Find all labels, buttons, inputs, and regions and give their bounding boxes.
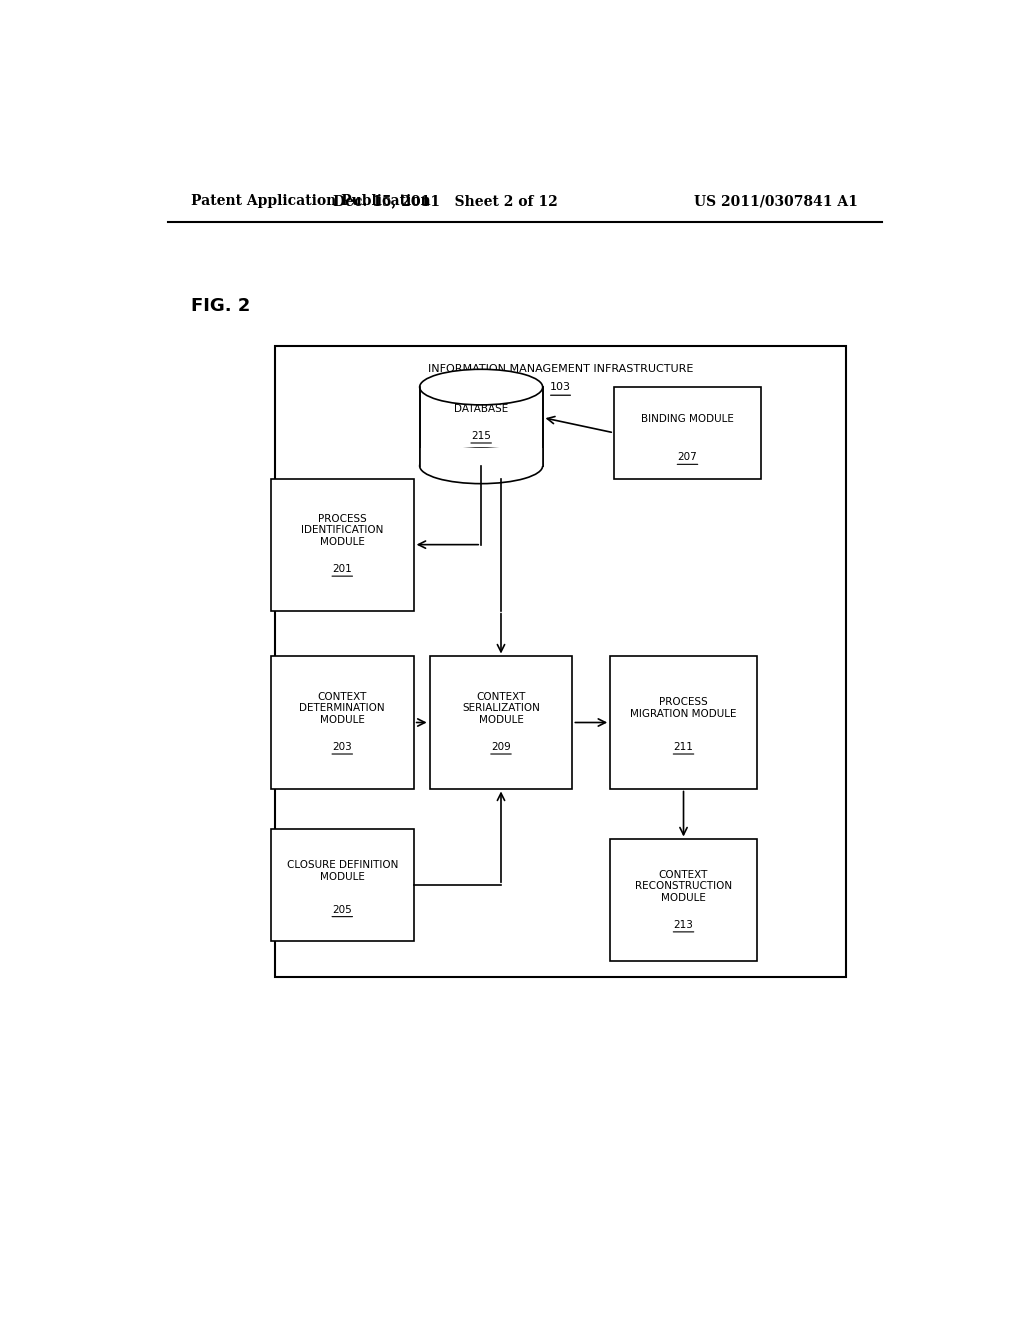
Text: 211: 211 (674, 742, 693, 752)
Text: 213: 213 (674, 920, 693, 929)
Text: 209: 209 (492, 742, 511, 752)
Bar (610, 656, 757, 788)
Bar (614, 387, 761, 479)
Text: 201: 201 (333, 564, 352, 574)
Text: BINDING MODULE: BINDING MODULE (641, 413, 734, 424)
Text: INFORMATION MANAGEMENT INFRASTRUCTURE: INFORMATION MANAGEMENT INFRASTRUCTURE (428, 364, 693, 374)
Bar (270, 656, 414, 788)
Text: DATABASE: DATABASE (454, 404, 508, 414)
Bar (270, 479, 414, 611)
Bar (270, 829, 414, 941)
Text: CONTEXT
RECONSTRUCTION
MODULE: CONTEXT RECONSTRUCTION MODULE (635, 870, 732, 903)
Ellipse shape (420, 447, 543, 483)
Text: Patent Application Publication: Patent Application Publication (191, 194, 431, 209)
Ellipse shape (420, 370, 543, 405)
Text: PROCESS
IDENTIFICATION
MODULE: PROCESS IDENTIFICATION MODULE (301, 513, 383, 546)
Text: Dec. 15, 2011   Sheet 2 of 12: Dec. 15, 2011 Sheet 2 of 12 (333, 194, 558, 209)
Bar (610, 840, 757, 961)
Text: 203: 203 (333, 742, 352, 752)
Text: 207: 207 (678, 453, 697, 462)
Text: 205: 205 (333, 904, 352, 915)
Text: PROCESS
MIGRATION MODULE: PROCESS MIGRATION MODULE (630, 697, 737, 719)
Text: 215: 215 (471, 430, 492, 441)
Bar (420, 387, 543, 466)
Text: CONTEXT
SERIALIZATION
MODULE: CONTEXT SERIALIZATION MODULE (462, 692, 540, 725)
Bar (274, 346, 846, 977)
Text: 103: 103 (550, 381, 571, 392)
Text: FIG. 2: FIG. 2 (191, 297, 251, 314)
Text: CLOSURE DEFINITION
MODULE: CLOSURE DEFINITION MODULE (287, 861, 398, 882)
Text: CONTEXT
DETERMINATION
MODULE: CONTEXT DETERMINATION MODULE (299, 692, 385, 725)
Bar (430, 656, 572, 788)
Text: US 2011/0307841 A1: US 2011/0307841 A1 (694, 194, 858, 209)
Bar (420, 447, 543, 466)
